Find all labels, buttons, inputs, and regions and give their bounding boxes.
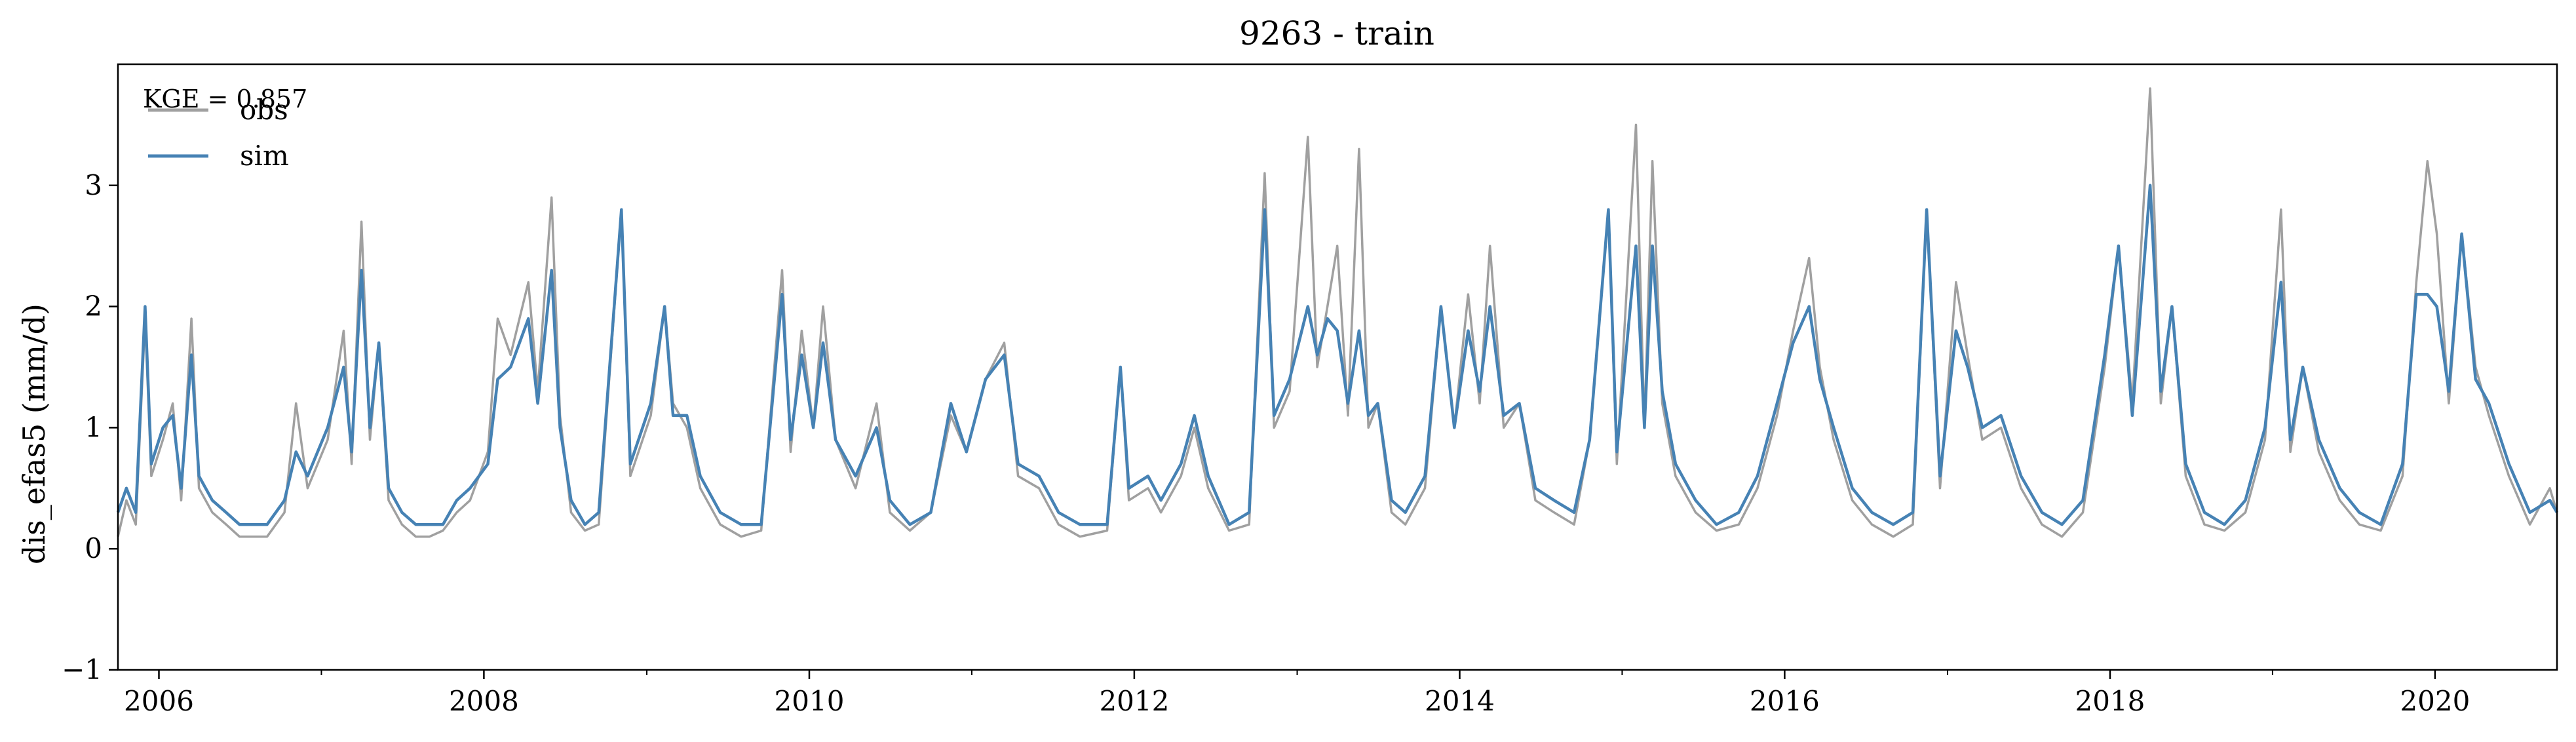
sim-series — [116, 184, 2558, 526]
x-tick-label: 2016 — [1750, 685, 1820, 717]
plot-area-frame — [117, 63, 2558, 671]
kge-annotation: KGE = 0.857 — [143, 85, 307, 113]
y-tick-label: 0 — [85, 532, 102, 564]
y-tick-label: −1 — [62, 654, 102, 686]
x-tick-label: 2006 — [124, 685, 194, 717]
chart-title: 9263 - train — [1239, 14, 1434, 52]
x-tick-label: 2008 — [449, 685, 519, 717]
x-axis: 2006 2008 2010 2012 2014 2016 2018 2020 — [124, 670, 2470, 717]
y-tick-label: 2 — [85, 290, 102, 322]
y-axis-label: dis_efas5 (mm/d) — [16, 303, 52, 564]
sim-line — [116, 184, 2558, 526]
x-tick-label: 2010 — [775, 685, 845, 717]
y-tick-label: 1 — [85, 411, 102, 443]
y-tick-label: 3 — [85, 169, 102, 201]
x-tick-label: 2020 — [2400, 685, 2470, 717]
y-axis: −1 0 1 2 3 — [62, 169, 118, 686]
x-tick-label: 2014 — [1425, 685, 1495, 717]
legend-sim-label: sim — [240, 140, 289, 172]
x-tick-label: 2012 — [1099, 685, 1169, 717]
x-tick-label: 2018 — [2075, 685, 2145, 717]
legend: obs sim — [148, 94, 289, 172]
legend-obs-label: obs — [240, 94, 288, 126]
